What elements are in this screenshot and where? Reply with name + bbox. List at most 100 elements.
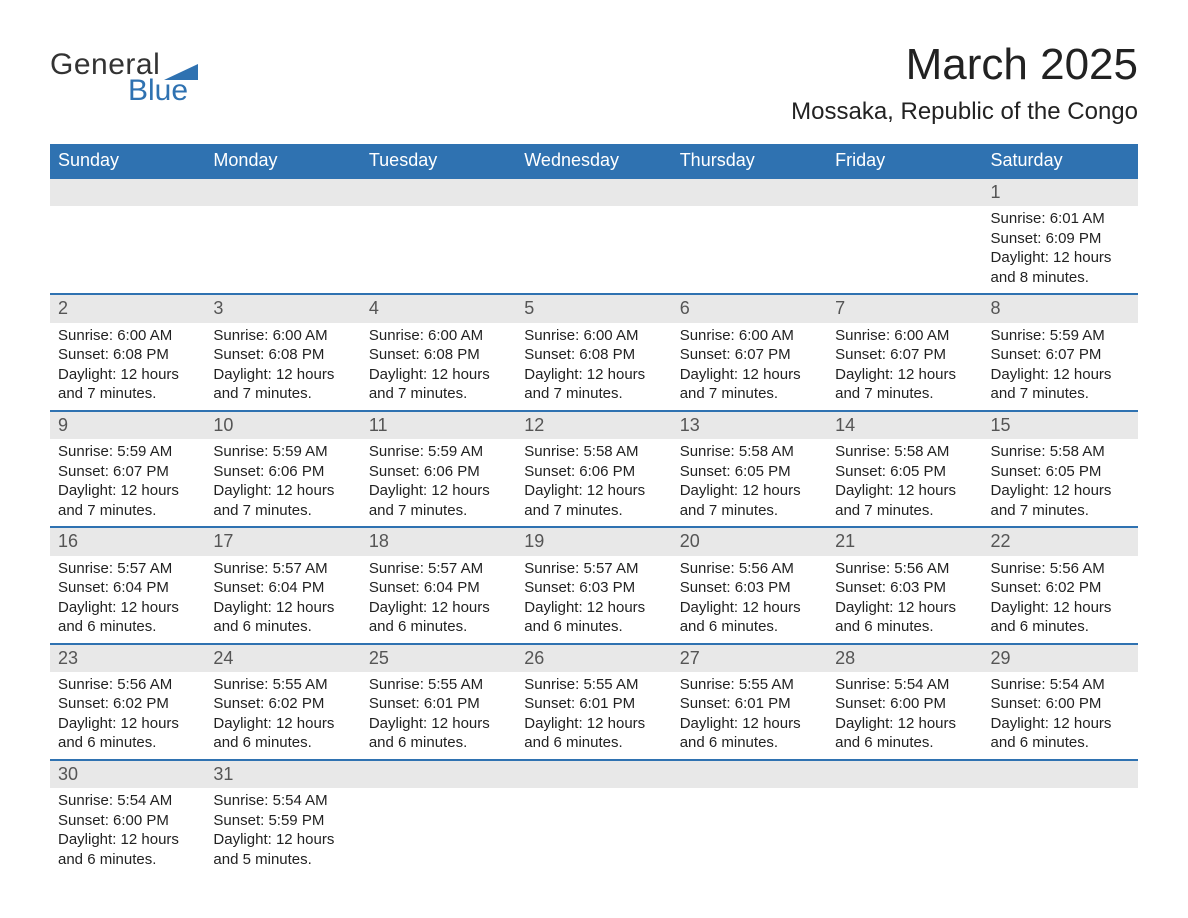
sunrise-line: Sunrise: 5:55 AM [369, 675, 508, 695]
sunset-line: Sunset: 6:05 PM [835, 462, 974, 482]
calendar-header-row: SundayMondayTuesdayWednesdayThursdayFrid… [50, 144, 1138, 178]
daylight-line: Daylight: 12 hours and 7 minutes. [369, 365, 508, 404]
sunrise-line: Sunrise: 5:57 AM [369, 559, 508, 579]
day-number: 17 [205, 528, 360, 555]
day-details: Sunrise: 5:55 AMSunset: 6:01 PMDaylight:… [361, 672, 516, 759]
sunrise-line: Sunrise: 5:59 AM [58, 442, 197, 462]
daylight-line: Daylight: 12 hours and 7 minutes. [369, 481, 508, 520]
daylight-line: Daylight: 12 hours and 7 minutes. [680, 365, 819, 404]
sunrise-line: Sunrise: 5:59 AM [369, 442, 508, 462]
day-number: 28 [827, 645, 982, 672]
sunset-line: Sunset: 6:03 PM [680, 578, 819, 598]
calendar-day-cell: 15Sunrise: 5:58 AMSunset: 6:05 PMDayligh… [983, 411, 1138, 527]
calendar-day-cell [361, 178, 516, 294]
sunset-line: Sunset: 6:06 PM [213, 462, 352, 482]
day-details: Sunrise: 5:55 AMSunset: 6:02 PMDaylight:… [205, 672, 360, 759]
sunrise-line: Sunrise: 5:59 AM [991, 326, 1130, 346]
sunrise-line: Sunrise: 5:58 AM [991, 442, 1130, 462]
daylight-line: Daylight: 12 hours and 6 minutes. [58, 598, 197, 637]
sunrise-line: Sunrise: 5:58 AM [680, 442, 819, 462]
calendar-week-row: 30Sunrise: 5:54 AMSunset: 6:00 PMDayligh… [50, 760, 1138, 875]
sunset-line: Sunset: 6:07 PM [58, 462, 197, 482]
day-number: 21 [827, 528, 982, 555]
calendar-day-cell [361, 760, 516, 875]
day-number: 26 [516, 645, 671, 672]
calendar-day-cell: 14Sunrise: 5:58 AMSunset: 6:05 PMDayligh… [827, 411, 982, 527]
sunset-line: Sunset: 6:01 PM [369, 694, 508, 714]
sunrise-line: Sunrise: 6:00 AM [835, 326, 974, 346]
day-details: Sunrise: 5:54 AMSunset: 6:00 PMDaylight:… [983, 672, 1138, 759]
calendar-day-cell: 25Sunrise: 5:55 AMSunset: 6:01 PMDayligh… [361, 644, 516, 760]
daylight-line: Daylight: 12 hours and 7 minutes. [213, 365, 352, 404]
day-number: 23 [50, 645, 205, 672]
calendar-week-row: 23Sunrise: 5:56 AMSunset: 6:02 PMDayligh… [50, 644, 1138, 760]
day-number: 29 [983, 645, 1138, 672]
day-number: 10 [205, 412, 360, 439]
daylight-line: Daylight: 12 hours and 6 minutes. [58, 714, 197, 753]
sunrise-line: Sunrise: 5:56 AM [991, 559, 1130, 579]
calendar-day-cell [672, 760, 827, 875]
day-details: Sunrise: 5:56 AMSunset: 6:03 PMDaylight:… [672, 556, 827, 643]
calendar-day-cell: 12Sunrise: 5:58 AMSunset: 6:06 PMDayligh… [516, 411, 671, 527]
calendar-day-cell [50, 178, 205, 294]
calendar-day-cell: 29Sunrise: 5:54 AMSunset: 6:00 PMDayligh… [983, 644, 1138, 760]
day-number: 30 [50, 761, 205, 788]
day-details: Sunrise: 5:56 AMSunset: 6:02 PMDaylight:… [50, 672, 205, 759]
calendar-table: SundayMondayTuesdayWednesdayThursdayFrid… [50, 144, 1138, 875]
day-details: Sunrise: 5:55 AMSunset: 6:01 PMDaylight:… [516, 672, 671, 759]
day-number: 31 [205, 761, 360, 788]
day-number: 1 [983, 179, 1138, 206]
day-details: Sunrise: 5:57 AMSunset: 6:04 PMDaylight:… [361, 556, 516, 643]
calendar-day-cell [516, 178, 671, 294]
calendar-day-cell [983, 760, 1138, 875]
day-details: Sunrise: 5:54 AMSunset: 5:59 PMDaylight:… [205, 788, 360, 875]
sunset-line: Sunset: 6:08 PM [213, 345, 352, 365]
day-number: 11 [361, 412, 516, 439]
calendar-day-cell: 7Sunrise: 6:00 AMSunset: 6:07 PMDaylight… [827, 294, 982, 410]
daylight-line: Daylight: 12 hours and 7 minutes. [58, 365, 197, 404]
daylight-line: Daylight: 12 hours and 6 minutes. [835, 598, 974, 637]
sunrise-line: Sunrise: 6:00 AM [680, 326, 819, 346]
daylight-line: Daylight: 12 hours and 5 minutes. [213, 830, 352, 869]
day-number: 4 [361, 295, 516, 322]
daylight-line: Daylight: 12 hours and 6 minutes. [369, 598, 508, 637]
sunrise-line: Sunrise: 5:57 AM [58, 559, 197, 579]
calendar-body: 1Sunrise: 6:01 AMSunset: 6:09 PMDaylight… [50, 178, 1138, 875]
daylight-line: Daylight: 12 hours and 6 minutes. [369, 714, 508, 753]
sunrise-line: Sunrise: 6:01 AM [991, 209, 1130, 229]
sunset-line: Sunset: 6:03 PM [524, 578, 663, 598]
calendar-day-cell: 10Sunrise: 5:59 AMSunset: 6:06 PMDayligh… [205, 411, 360, 527]
sunrise-line: Sunrise: 5:57 AM [213, 559, 352, 579]
day-details: Sunrise: 5:55 AMSunset: 6:01 PMDaylight:… [672, 672, 827, 759]
sunrise-line: Sunrise: 6:00 AM [213, 326, 352, 346]
calendar-day-cell: 17Sunrise: 5:57 AMSunset: 6:04 PMDayligh… [205, 527, 360, 643]
daylight-line: Daylight: 12 hours and 7 minutes. [991, 481, 1130, 520]
day-number: 3 [205, 295, 360, 322]
sunset-line: Sunset: 6:05 PM [680, 462, 819, 482]
day-number: 14 [827, 412, 982, 439]
sunset-line: Sunset: 6:03 PM [835, 578, 974, 598]
calendar-day-cell: 9Sunrise: 5:59 AMSunset: 6:07 PMDaylight… [50, 411, 205, 527]
day-number: 16 [50, 528, 205, 555]
daylight-line: Daylight: 12 hours and 7 minutes. [524, 365, 663, 404]
daylight-line: Daylight: 12 hours and 7 minutes. [680, 481, 819, 520]
day-number: 25 [361, 645, 516, 672]
day-details: Sunrise: 6:00 AMSunset: 6:08 PMDaylight:… [516, 323, 671, 410]
page-subtitle: Mossaka, Republic of the Congo [791, 98, 1138, 126]
sunset-line: Sunset: 6:08 PM [58, 345, 197, 365]
sunset-line: Sunset: 6:01 PM [524, 694, 663, 714]
calendar-day-cell: 24Sunrise: 5:55 AMSunset: 6:02 PMDayligh… [205, 644, 360, 760]
sunrise-line: Sunrise: 6:00 AM [524, 326, 663, 346]
day-details: Sunrise: 5:57 AMSunset: 6:04 PMDaylight:… [205, 556, 360, 643]
calendar-week-row: 16Sunrise: 5:57 AMSunset: 6:04 PMDayligh… [50, 527, 1138, 643]
calendar-day-cell: 26Sunrise: 5:55 AMSunset: 6:01 PMDayligh… [516, 644, 671, 760]
calendar-day-cell: 5Sunrise: 6:00 AMSunset: 6:08 PMDaylight… [516, 294, 671, 410]
sunset-line: Sunset: 6:07 PM [680, 345, 819, 365]
day-number: 5 [516, 295, 671, 322]
sunset-line: Sunset: 6:01 PM [680, 694, 819, 714]
calendar-week-row: 2Sunrise: 6:00 AMSunset: 6:08 PMDaylight… [50, 294, 1138, 410]
sunset-line: Sunset: 6:02 PM [991, 578, 1130, 598]
sunset-line: Sunset: 6:05 PM [991, 462, 1130, 482]
daylight-line: Daylight: 12 hours and 7 minutes. [835, 365, 974, 404]
calendar-week-row: 9Sunrise: 5:59 AMSunset: 6:07 PMDaylight… [50, 411, 1138, 527]
